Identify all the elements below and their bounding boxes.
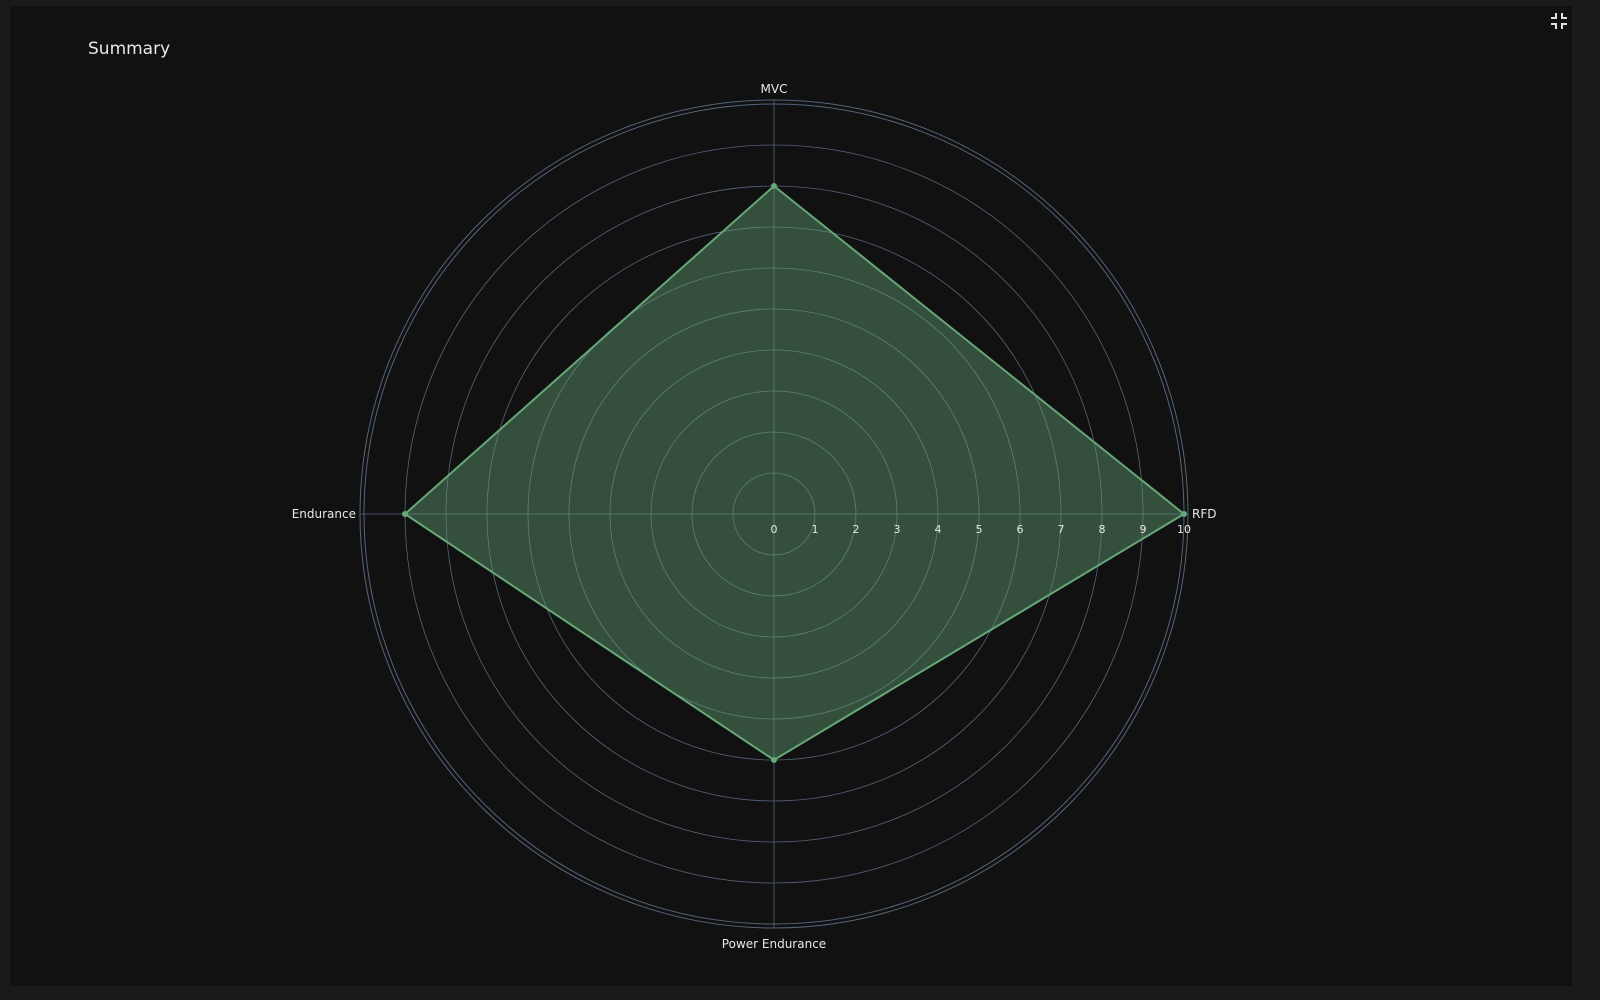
radar-labels: MVC RFD Power Endurance Endurance 0 1 2 3 4 5 6 7 8 9… bbox=[292, 82, 1217, 951]
exit-fullscreen-icon[interactable] bbox=[1548, 10, 1570, 32]
radar-data-point[interactable] bbox=[771, 183, 777, 189]
radar-tick-label: 0 bbox=[771, 523, 778, 536]
radar-axis-label: MVC bbox=[761, 82, 788, 96]
radar-tick-label: 5 bbox=[976, 523, 983, 536]
radar-tick-label: 6 bbox=[1017, 523, 1024, 536]
radar-data-point[interactable] bbox=[771, 757, 777, 763]
summary-panel: Summary MVC RFD Power Endurance Endurance 0 1… bbox=[10, 6, 1572, 986]
radar-tick-label: 3 bbox=[894, 523, 901, 536]
radar-data-point[interactable] bbox=[402, 511, 408, 517]
radar-data-point[interactable] bbox=[1181, 511, 1187, 517]
radar-chart: MVC RFD Power Endurance Endurance 0 1 2 3 4 5 6 7 8 9… bbox=[292, 82, 1217, 951]
radar-tick-label: 7 bbox=[1058, 523, 1065, 536]
radar-tick-label: 1 bbox=[812, 523, 819, 536]
radar-tick-label: 8 bbox=[1099, 523, 1106, 536]
radar-series-area bbox=[403, 184, 1186, 762]
radar-axis-label: Endurance bbox=[292, 507, 356, 521]
radar-tick-label: 2 bbox=[853, 523, 860, 536]
panel-title: Summary bbox=[88, 39, 171, 59]
radar-tick-label: 4 bbox=[935, 523, 942, 536]
radar-series-layer bbox=[402, 183, 1187, 763]
radar-axis-label: Power Endurance bbox=[722, 937, 826, 951]
radar-tick-label: 10 bbox=[1177, 523, 1191, 536]
radar-axis-label: RFD bbox=[1192, 507, 1216, 521]
radar-tick-label: 9 bbox=[1140, 523, 1147, 536]
